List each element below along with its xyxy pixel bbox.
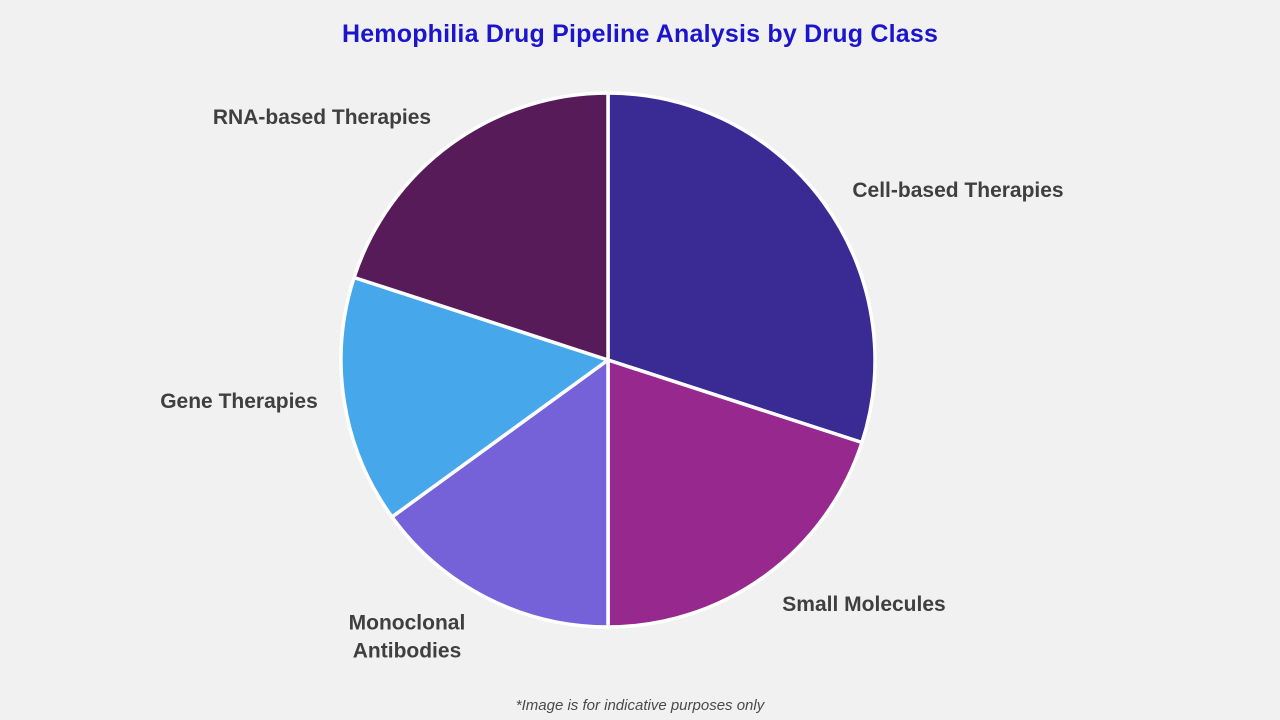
pie-slice-cell-based-therapies[interactable] [606,91,877,445]
slice-label-cell-based-therapies: Cell-based Therapies [852,178,1064,202]
chart-title: Hemophilia Drug Pipeline Analysis by Dru… [341,20,939,48]
pie-slice-gene-therapies[interactable] [339,275,610,519]
slice-label-small-molecules: Small Molecules [782,592,946,616]
slice-label-rna-based-therapies: RNA-based Therapies [212,105,432,129]
pie-slice-monoclonal-antibodies[interactable] [390,358,610,629]
pie-slice-small-molecules[interactable] [606,358,864,629]
footer-disclaimer: *Image is for indicative purposes only [515,697,765,714]
pie-slice-rna-based-therapies[interactable] [352,91,610,362]
slice-label-gene-therapies: Gene Therapies [160,389,318,413]
slice-label-monoclonal-antibodies: Monoclonal Antibodies [348,611,466,663]
